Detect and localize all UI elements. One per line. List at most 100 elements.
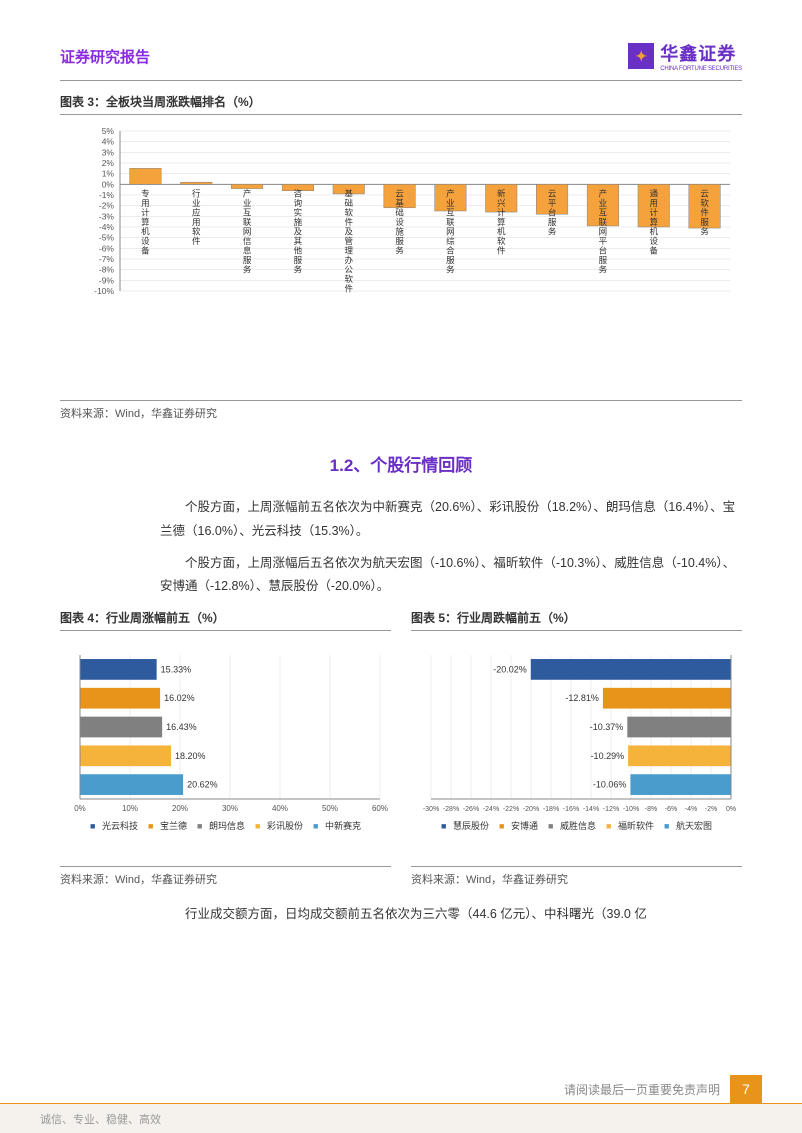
svg-text:50%: 50%	[322, 804, 338, 813]
svg-text:-10.06%: -10.06%	[593, 780, 627, 790]
svg-text:实: 实	[294, 207, 303, 217]
logo-en: CHINA FORTUNE SECURITIES	[660, 66, 742, 72]
svg-text:■: ■	[90, 821, 95, 831]
svg-text:用: 用	[649, 198, 658, 208]
svg-text:-6%: -6%	[665, 806, 677, 813]
footer-pagenum: 7	[730, 1075, 762, 1103]
svg-text:■: ■	[255, 821, 260, 831]
svg-text:20.62%: 20.62%	[187, 780, 218, 790]
svg-text:云: 云	[700, 188, 709, 198]
fig5-svg: -30%-28%-26%-24%-22%-20%-18%-16%-14%-12%…	[411, 637, 741, 857]
svg-text:-3%: -3%	[99, 211, 115, 221]
svg-text:-10.37%: -10.37%	[590, 722, 624, 732]
svg-text:40%: 40%	[272, 804, 288, 813]
svg-text:30%: 30%	[222, 804, 238, 813]
svg-text:备: 备	[649, 245, 658, 255]
footer-motto: 诚信、专业、稳健、高效	[0, 1103, 802, 1133]
svg-text:件: 件	[700, 207, 709, 217]
svg-text:施: 施	[294, 217, 303, 227]
svg-text:机: 机	[649, 226, 658, 236]
svg-text:息: 息	[243, 245, 252, 255]
svg-text:服: 服	[395, 236, 404, 246]
svg-text:-20%: -20%	[523, 806, 539, 813]
svg-text:-6%: -6%	[99, 243, 115, 253]
logo-cn: 华鑫证券	[660, 40, 736, 66]
svg-text:基: 基	[344, 188, 353, 198]
svg-text:-26%: -26%	[463, 806, 479, 813]
two-col: 图表 4：行业周涨幅前五（%） 0%10%20%30%40%50%60%15.3…	[60, 609, 742, 887]
fig4-title: 图表 4：行业周涨幅前五（%）	[60, 609, 391, 631]
svg-text:台: 台	[599, 245, 608, 255]
svg-text:宝兰德: 宝兰德	[160, 820, 187, 831]
fig3-title: 图表 3：全板块当周涨跌幅排名（%）	[60, 93, 742, 115]
svg-text:服: 服	[243, 255, 252, 265]
svg-text:其: 其	[294, 236, 303, 246]
brand-logo: ✦ 华鑫证券 CHINA FORTUNE SECURITIES	[628, 40, 742, 72]
svg-text:算: 算	[649, 217, 658, 227]
svg-text:服: 服	[446, 255, 455, 265]
svg-text:2%: 2%	[102, 158, 115, 168]
svg-text:础: 础	[395, 207, 404, 217]
svg-text:软: 软	[192, 226, 201, 236]
svg-text:■: ■	[197, 821, 202, 831]
svg-text:务: 务	[243, 264, 252, 274]
svg-text:业: 业	[243, 198, 252, 208]
svg-text:15.33%: 15.33%	[161, 664, 192, 674]
svg-text:-9%: -9%	[99, 275, 115, 285]
svg-text:件: 件	[344, 217, 353, 227]
svg-text:产: 产	[243, 188, 252, 198]
svg-text:件: 件	[344, 283, 353, 293]
svg-text:16.43%: 16.43%	[166, 722, 197, 732]
svg-text:20%: 20%	[172, 804, 188, 813]
svg-text:产: 产	[446, 188, 455, 198]
svg-text:慧辰股份: 慧辰股份	[453, 820, 489, 831]
svg-text:联: 联	[446, 217, 455, 227]
footer-disclaimer: 请阅读最后一页重要免责声明	[564, 1081, 720, 1098]
svg-text:平: 平	[548, 198, 557, 208]
svg-text:互: 互	[599, 207, 608, 217]
svg-text:0%: 0%	[726, 806, 736, 813]
svg-text:专: 专	[141, 188, 150, 198]
svg-text:互: 互	[446, 207, 455, 217]
svg-text:及: 及	[294, 226, 303, 236]
svg-text:产: 产	[599, 188, 608, 198]
footer-top: 请阅读最后一页重要免责声明 7	[0, 1075, 802, 1103]
svg-text:咨: 咨	[294, 188, 303, 198]
svg-text:合: 合	[446, 245, 455, 255]
svg-text:■: ■	[441, 821, 446, 831]
svg-text:公: 公	[344, 264, 353, 274]
svg-text:软: 软	[497, 236, 506, 246]
svg-text:软: 软	[344, 274, 353, 284]
svg-text:朗玛信息: 朗玛信息	[209, 820, 245, 831]
section-title: 1.2、个股行情回顾	[60, 451, 742, 476]
svg-text:-12%: -12%	[603, 806, 619, 813]
svg-text:用: 用	[141, 198, 150, 208]
svg-text:-16%: -16%	[563, 806, 579, 813]
svg-text:4%: 4%	[102, 137, 115, 147]
svg-text:-2%: -2%	[705, 806, 717, 813]
svg-text:新: 新	[497, 188, 506, 198]
svg-text:联: 联	[599, 217, 608, 227]
svg-text:0%: 0%	[74, 804, 86, 813]
svg-text:机: 机	[141, 226, 150, 236]
paragraph-3: 行业成交额方面，日均成交额前五名依次为三六零（44.6 亿元）、中科曙光（39.…	[60, 903, 742, 927]
svg-text:联: 联	[243, 217, 252, 227]
svg-text:业: 业	[599, 198, 608, 208]
svg-text:彩讯股份: 彩讯股份	[267, 820, 303, 831]
fig4-svg: 0%10%20%30%40%50%60%15.33%16.02%16.43%18…	[60, 637, 390, 857]
svg-text:计: 计	[649, 207, 658, 217]
fig3-source: 资料来源：Wind，华鑫证券研究	[60, 400, 742, 421]
svg-text:10%: 10%	[122, 804, 138, 813]
fig5-col: 图表 5：行业周跌幅前五（%） -30%-28%-26%-24%-22%-20%…	[411, 609, 742, 887]
svg-text:软: 软	[700, 198, 709, 208]
svg-text:-24%: -24%	[483, 806, 499, 813]
page: 证券研究报告 ✦ 华鑫证券 CHINA FORTUNE SECURITIES 图…	[0, 0, 802, 1133]
svg-text:设: 设	[141, 236, 150, 246]
svg-text:云: 云	[395, 188, 404, 198]
svg-text:-8%: -8%	[645, 806, 657, 813]
svg-text:服: 服	[599, 255, 608, 265]
svg-text:-2%: -2%	[99, 201, 115, 211]
svg-text:互: 互	[243, 207, 252, 217]
paragraph-2: 个股方面，上周涨幅后五名依次为航天宏图（-10.6%）、福昕软件（-10.3%）…	[60, 552, 742, 600]
page-header: 证券研究报告 ✦ 华鑫证券 CHINA FORTUNE SECURITIES	[60, 40, 742, 81]
